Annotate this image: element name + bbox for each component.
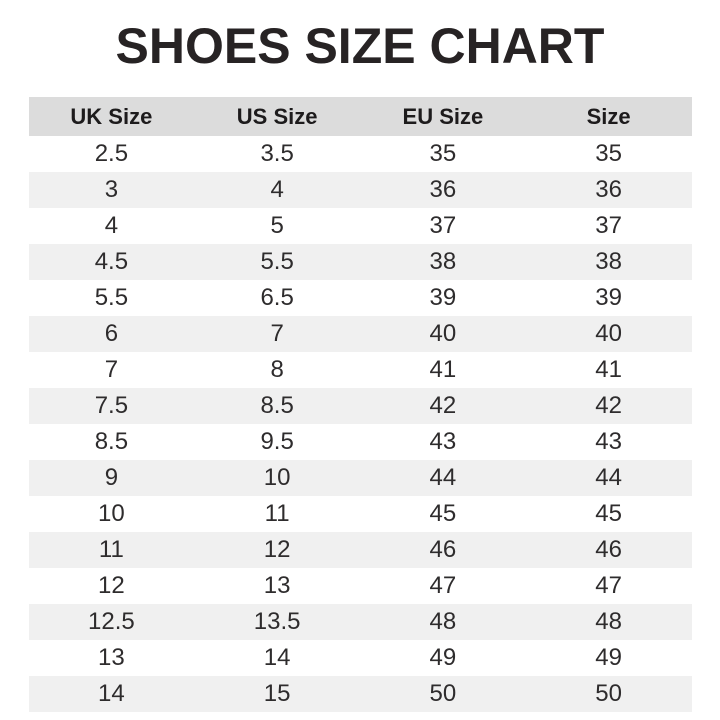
size-chart-page: SHOES SIZE CHART UK Size US Size EU Size Si… [0, 16, 720, 720]
table-cell: 38 [595, 248, 622, 275]
table-row: 12.5 13.5 48 48 [28, 604, 692, 640]
table-cell: 10 [263, 464, 291, 491]
table-cell: 5 [270, 212, 284, 239]
table-cell: 12 [98, 572, 125, 599]
table-cell: 4 [104, 212, 119, 239]
table-cell: 46 [429, 536, 457, 563]
table-cell: 41 [429, 356, 457, 383]
table-cell: 46 [595, 536, 622, 563]
table-cell: 4.5 [94, 248, 129, 275]
table-cell: 7 [104, 356, 119, 383]
table-cell: 37 [429, 212, 457, 239]
table-cell: 35 [429, 140, 457, 167]
table-cell: 3 [104, 176, 119, 203]
table-cell: 6 [104, 320, 119, 347]
table-cell: 36 [595, 176, 622, 203]
table-cell: 14 [98, 680, 125, 707]
table-cell: 36 [429, 176, 457, 203]
table-cell: 13 [98, 644, 125, 671]
table-row: 4 5 37 37 [28, 208, 692, 244]
table-cell: 49 [595, 644, 622, 671]
table-cell: 40 [595, 320, 622, 347]
table-cell: 10 [98, 500, 125, 527]
table-row: 3 4 36 36 [28, 172, 692, 208]
table-cell: 39 [429, 284, 457, 311]
table-cell: 9 [104, 464, 119, 491]
table-cell: 44 [429, 464, 457, 491]
header-cell-uk-size: UK Size [70, 103, 153, 129]
table-cell: 6.5 [260, 284, 294, 311]
table-row: 2.5 3.5 35 35 [28, 136, 692, 172]
table-cell: 37 [595, 212, 622, 239]
table-cell: 7.5 [94, 392, 129, 419]
table-cell: 42 [429, 392, 457, 419]
table-cell: 13.5 [253, 608, 301, 635]
table-cell: 45 [429, 500, 457, 527]
table-row: 9 10 44 44 [28, 460, 692, 496]
table-header-row: UK Size US Size EU Size Size [28, 97, 692, 136]
table-cell: 13 [263, 572, 291, 599]
table-row: 11 12 46 46 [28, 532, 692, 568]
table-row: 7 8 41 41 [28, 352, 692, 388]
header-cell-eu-size: EU Size [402, 103, 484, 129]
table-cell: 38 [429, 248, 457, 275]
table-cell: 35 [595, 140, 622, 167]
table-cell: 45 [595, 500, 622, 527]
header-cell-size: Size [586, 103, 631, 129]
table-cell: 47 [429, 572, 457, 599]
table-cell: 7 [270, 320, 284, 347]
table-row: 13 14 49 49 [28, 640, 692, 676]
table-row: 8.5 9.5 43 43 [28, 424, 692, 460]
table-cell: 49 [429, 644, 457, 671]
table-cell: 39 [595, 284, 622, 311]
table-cell: 3.5 [260, 140, 294, 167]
table-row: 7.5 8.5 42 42 [28, 388, 692, 424]
table-cell: 43 [595, 428, 622, 455]
table-cell: 8.5 [94, 428, 129, 455]
table-cell: 8 [270, 356, 284, 383]
header-cell-us-size: US Size [236, 103, 318, 129]
table-row: 14 15 50 50 [28, 676, 692, 712]
table-row: 10 11 45 45 [28, 496, 692, 532]
table-cell: 48 [595, 608, 622, 635]
table-cell: 8.5 [260, 392, 294, 419]
page-title: SHOES SIZE CHART [115, 18, 605, 74]
table-cell: 5.5 [260, 248, 294, 275]
table-row: 12 13 47 47 [28, 568, 692, 604]
table-cell: 50 [429, 680, 457, 707]
table-row: 6 7 40 40 [28, 316, 692, 352]
table-cell: 43 [429, 428, 457, 455]
table-body: 2.5 3.5 35 35 3 4 36 36 4 5 37 37 4.5 5.5 38 38 5.5 6.5 39… [28, 136, 692, 712]
table-cell: 40 [429, 320, 457, 347]
table-cell: 48 [429, 608, 457, 635]
table-cell: 5.5 [94, 284, 129, 311]
table-cell: 4 [270, 176, 284, 203]
table-cell: 11 [264, 500, 290, 527]
table-cell: 47 [595, 572, 622, 599]
table-cell: 14 [263, 644, 291, 671]
table-cell: 44 [595, 464, 622, 491]
table-cell: 12 [263, 536, 291, 563]
table-row: 5.5 6.5 39 39 [28, 280, 692, 316]
table-cell: 15 [263, 680, 291, 707]
table-cell: 50 [595, 680, 622, 707]
table-cell: 41 [595, 356, 622, 383]
table-cell: 11 [98, 536, 124, 563]
table-row: 4.5 5.5 38 38 [28, 244, 692, 280]
size-chart-table: UK Size US Size EU Size Size 2.5 3.5 35 35 3 4 36… [28, 97, 692, 712]
table-cell: 9.5 [260, 428, 294, 455]
table-cell: 2.5 [94, 140, 129, 167]
table-cell: 12.5 [88, 608, 135, 635]
table-cell: 42 [595, 392, 622, 419]
